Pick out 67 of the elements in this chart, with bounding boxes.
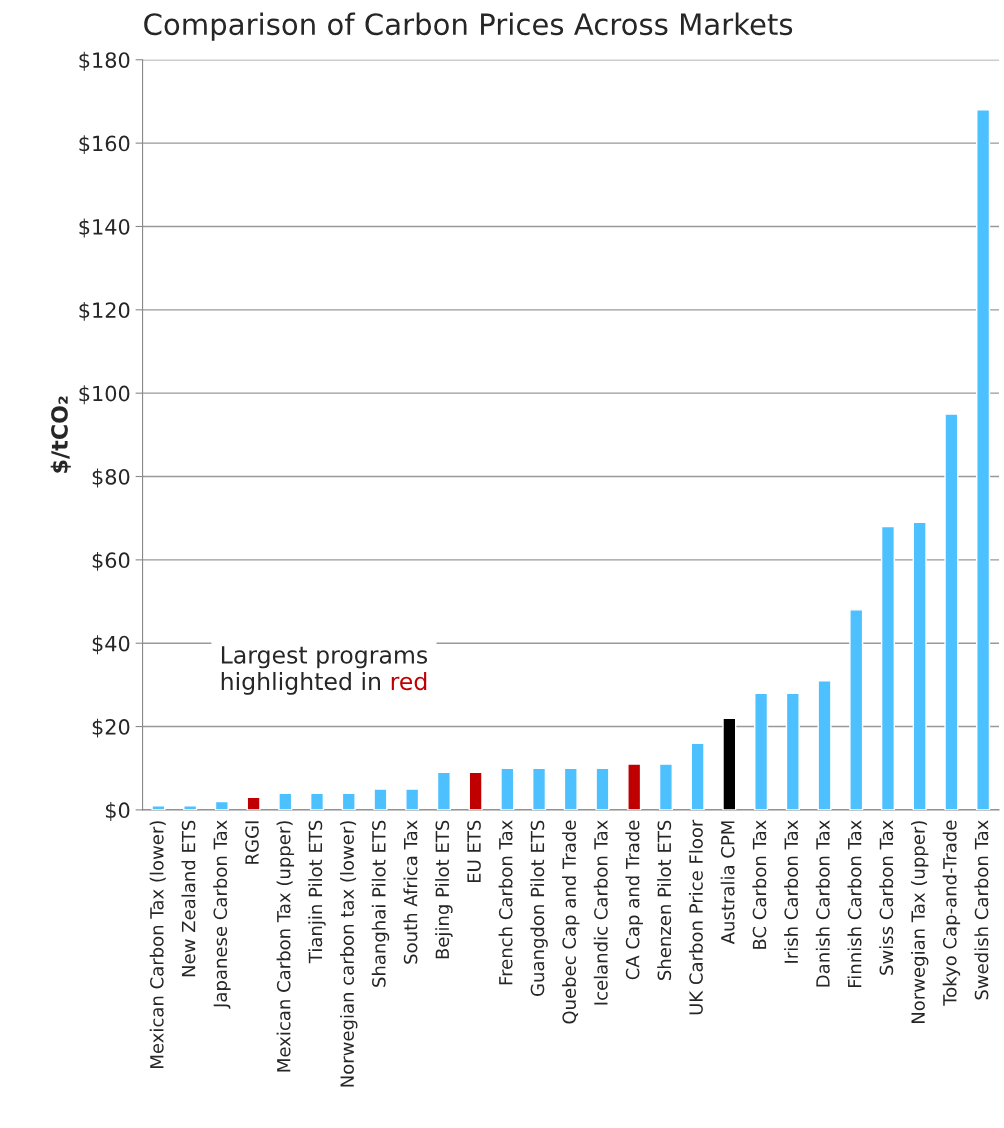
- bar: [183, 805, 198, 810]
- x-tick-label: RGGI: [245, 821, 259, 864]
- bar: [595, 767, 610, 810]
- x-tick-label: UK Carbon Price Floor: [688, 819, 703, 1015]
- bar: [754, 692, 769, 810]
- y-tick-label: $160: [79, 135, 130, 155]
- x-tick-label: New Zealand ETS: [181, 820, 196, 977]
- x-tick-label: Danish Carbon Tax: [815, 820, 830, 987]
- x-tick-label: CA Cap and Trade: [625, 820, 643, 980]
- y-tick-label: $60: [92, 551, 130, 571]
- x-tick-label: EU ETS: [467, 820, 481, 883]
- x-tick-label: Japanese Carbon Tax: [213, 820, 231, 1009]
- bar: [214, 800, 229, 810]
- bar: [690, 742, 705, 810]
- bar: [500, 767, 515, 810]
- x-tick-label: Australia CPM: [720, 821, 735, 945]
- x-tick-label: Norwegian Tax (upper): [910, 821, 929, 1023]
- x-tick-label: Norwegian carbon tax (lower): [340, 821, 358, 1087]
- y-tick-label: $80: [92, 468, 130, 488]
- bar: [278, 792, 293, 810]
- y-tick-label: $120: [79, 301, 130, 321]
- bar: [658, 763, 673, 810]
- x-tick-label: Shenzen Pilot ETS: [657, 820, 672, 980]
- bar: [151, 805, 166, 810]
- y-tick-label: $100: [79, 385, 130, 405]
- bar: [627, 763, 642, 810]
- bar: [563, 767, 578, 810]
- bar: [849, 609, 864, 810]
- x-tick-label: Icelandic Carbon Tax: [593, 820, 608, 1005]
- bar: [722, 717, 737, 810]
- y-tick-label: $0: [105, 801, 130, 821]
- y-tick-label: $180: [79, 51, 130, 71]
- x-tick-label: Irish Carbon Tax: [784, 820, 799, 963]
- bar: [468, 771, 483, 810]
- x-tick-label: Tianjin Pilot ETS: [308, 820, 326, 964]
- y-axis-title: $/tCO₂: [50, 396, 71, 473]
- x-tick-label: Finnish Carbon Tax: [847, 820, 862, 988]
- annotation: Largest programs highlighted in red: [221, 646, 428, 695]
- x-tick-label: Swedish Carbon Tax: [974, 820, 989, 1000]
- chart-title: Comparison of Carbon Prices Across Markets: [144, 12, 793, 41]
- x-tick-label: Swiss Carbon Tax: [879, 820, 894, 975]
- bar: [976, 109, 991, 810]
- x-tick-label: South Africa Tax: [403, 820, 418, 964]
- bar: [309, 792, 325, 810]
- bar: [817, 680, 832, 810]
- x-tick-label: Quebec Cap and Trade: [562, 820, 580, 1024]
- bar: [912, 521, 927, 810]
- x-tick-label: Mexican Carbon Tax (lower): [149, 821, 166, 1068]
- bar: [373, 788, 388, 810]
- x-tick-label: Mexican Carbon Tax (upper): [276, 821, 295, 1072]
- x-tick-label: French Carbon Tax: [498, 820, 513, 985]
- bar: [944, 413, 959, 810]
- bar: [405, 788, 420, 810]
- bar: [785, 692, 800, 810]
- bar: [341, 792, 356, 810]
- y-tick-label: $140: [79, 218, 130, 238]
- x-tick-label: Shanghai Pilot ETS: [371, 820, 390, 987]
- bar: [880, 525, 896, 810]
- y-tick-label: $40: [92, 635, 130, 655]
- x-tick-label: Tokyo Cap-and-Trade: [942, 820, 961, 1006]
- bar: [532, 767, 547, 810]
- x-tick-label: Bejing Pilot ETS: [435, 820, 453, 959]
- bar: [246, 796, 261, 810]
- x-tick-label: BC Carbon Tax: [752, 820, 767, 949]
- x-tick-label: Guangdon Pilot ETS: [530, 820, 548, 996]
- bar: [436, 771, 451, 810]
- y-tick-label: $20: [92, 718, 130, 738]
